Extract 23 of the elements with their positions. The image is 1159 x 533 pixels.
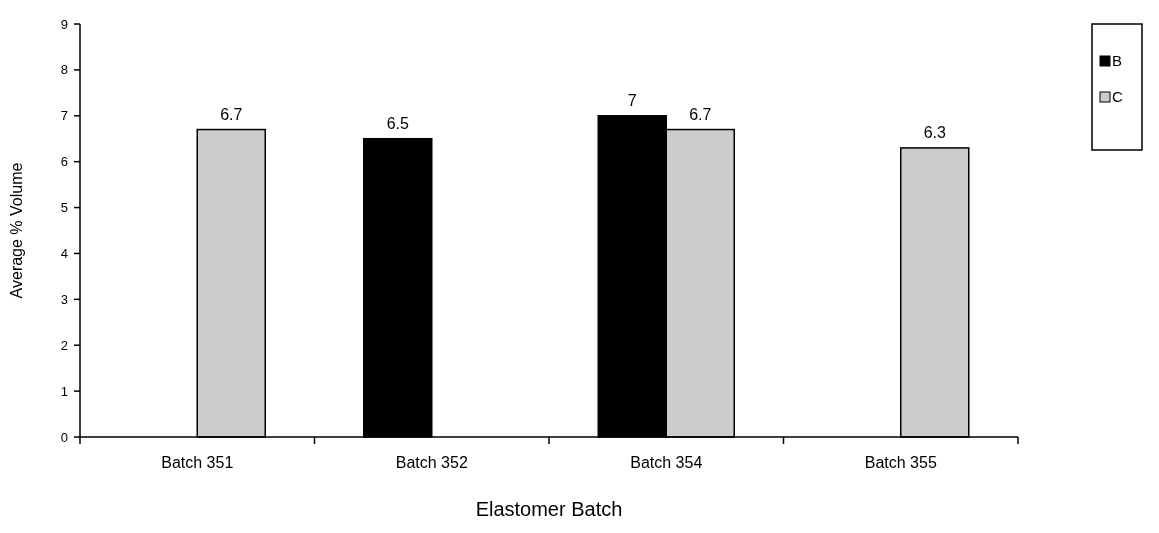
y-tick-label: 4	[60, 245, 68, 261]
y-tick-label: 2	[60, 337, 68, 353]
x-tick-label: Batch 352	[395, 454, 468, 471]
data-label: 6.7	[220, 105, 243, 123]
data-label: 6.5	[386, 114, 409, 132]
y-tick-label: 1	[60, 383, 68, 399]
data-label: 6.7	[689, 105, 712, 123]
y-tick-label: 8	[60, 62, 68, 78]
y-tick-label: 5	[60, 200, 68, 216]
data-label: 7	[627, 91, 637, 109]
data-label: 6.3	[923, 123, 946, 141]
y-tick-label: 6	[60, 154, 68, 170]
y-axis-title: Average % Volume	[8, 162, 25, 299]
y-tick-label: 3	[60, 291, 68, 307]
legend-label: C	[1112, 88, 1123, 105]
y-tick-label: 9	[60, 16, 68, 32]
x-tick-label: Batch 351	[161, 454, 234, 471]
legend-label: B	[1112, 52, 1123, 69]
x-tick-label: Batch 355	[864, 454, 937, 471]
x-axis-title: Elastomer Batch	[475, 498, 623, 520]
x-tick-label: Batch 354	[630, 454, 703, 471]
y-tick-label: 7	[60, 108, 68, 124]
y-tick-label: 0	[60, 429, 68, 445]
